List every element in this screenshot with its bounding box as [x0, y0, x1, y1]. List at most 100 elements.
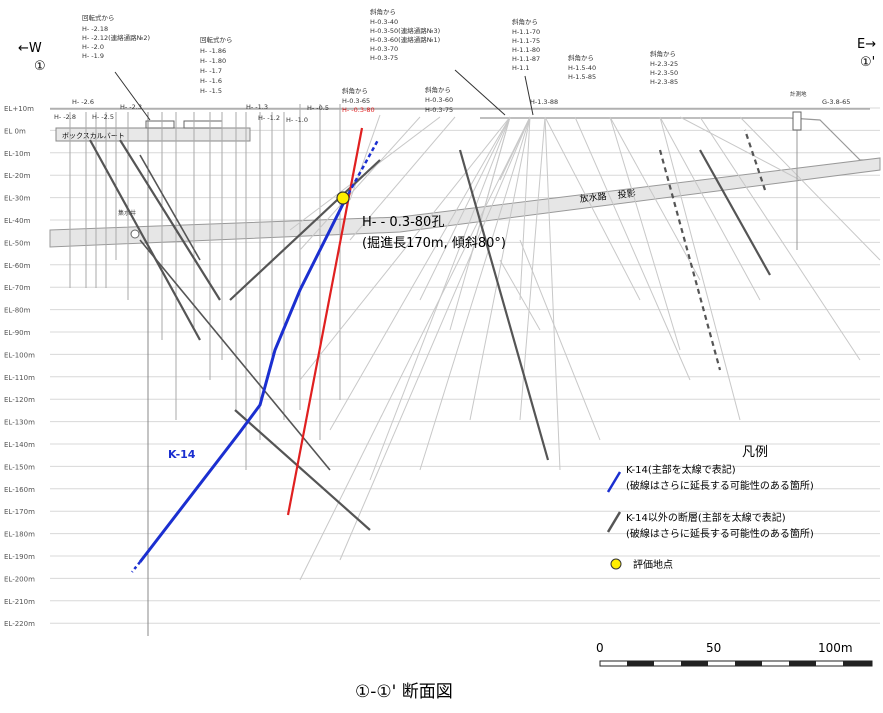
svg-text:H-2.3-50: H-2.3-50	[650, 69, 678, 77]
svg-text:H-1.3-88: H-1.3-88	[530, 98, 558, 106]
culvert-bump-1	[145, 120, 175, 129]
elevation-label: EL 0m	[4, 127, 26, 135]
pointer-group1	[114, 71, 151, 121]
svg-text:H-0.3-60(連絡通路№1): H-0.3-60(連絡通路№1)	[370, 35, 440, 44]
elevation-label: EL-20m	[4, 172, 31, 180]
legend-k14-line2: (破線はさらに延長する可能性のある箇所)	[626, 479, 814, 492]
svg-text:計測地: 計測地	[790, 90, 807, 98]
elevation-label: EL-40m	[4, 217, 31, 225]
svg-text:斜角から: 斜角から	[370, 7, 396, 16]
svg-text:H- -1.5: H- -1.5	[200, 87, 222, 95]
elevation-label: EL-90m	[4, 329, 31, 337]
west-marker: ①	[34, 59, 46, 74]
svg-text:H- -2.8: H- -2.8	[54, 113, 76, 121]
svg-text:H-1.1: H-1.1	[512, 64, 530, 72]
svg-text:H- -1.0: H- -1.0	[286, 116, 308, 124]
k14-label: K-14	[168, 448, 196, 461]
svg-text:H-0.3-75: H-0.3-75	[425, 106, 453, 114]
svg-text:回転式から: 回転式から	[82, 13, 115, 22]
box-culvert-label: ボックスカルバート	[62, 132, 125, 140]
pointer-group4	[524, 75, 534, 116]
west-direction: ←W	[18, 41, 42, 56]
svg-text:H-1.5-85: H-1.5-85	[568, 73, 596, 81]
svg-text:H- -2.3: H- -2.3	[120, 103, 142, 111]
legend-other-line2: (破線はさらに延長する可能性のある箇所)	[626, 527, 814, 540]
svg-text:H- -2.18: H- -2.18	[82, 25, 108, 33]
svg-text:H-1.1-70: H-1.1-70	[512, 28, 540, 36]
elevation-grid	[50, 107, 880, 624]
svg-text:H- -1.9: H- -1.9	[82, 52, 104, 60]
drain-well-label: 集水井	[118, 209, 136, 217]
svg-text:斜角から: 斜角から	[568, 53, 594, 62]
elevation-label: EL+10m	[4, 105, 34, 113]
elevation-label: EL-80m	[4, 307, 31, 315]
elevation-label: EL-220m	[4, 620, 35, 628]
evaluation-borehole	[286, 127, 364, 516]
k14-fault-dashed-bottom	[131, 561, 141, 573]
vertical-boreholes	[69, 104, 341, 636]
svg-text:H- -0.3-80: H- -0.3-80	[342, 106, 375, 114]
svg-text:斜角から: 斜角から	[512, 17, 538, 26]
elevation-label: EL-60m	[4, 262, 31, 270]
borehole-labels-group1: 回転式から H- -2.18 H- -2.12(連絡通路№2) H- -2.0 …	[82, 13, 150, 60]
elevation-label: EL-210m	[4, 598, 35, 606]
elevation-labels: EL+10m EL 0m EL-10m EL-20m EL-30m EL-40m EL-50…	[4, 105, 35, 628]
scale-label-100: 100m	[818, 641, 853, 655]
svg-text:H- -1.86: H- -1.86	[200, 47, 226, 55]
svg-text:H- -1.2: H- -1.2	[258, 114, 280, 122]
scale-label-0: 0	[596, 641, 604, 655]
evaluation-point-label-1: H- - 0.3-80孔	[362, 215, 445, 230]
elevation-label: EL-170m	[4, 508, 35, 516]
elevation-label: EL-130m	[4, 419, 35, 427]
svg-text:H- -1.3: H- -1.3	[246, 103, 268, 111]
svg-text:H-0.3-40: H-0.3-40	[370, 18, 398, 26]
borehole-labels-group4: 斜角から H-1.1-70 H-1.1-75 H-1.1-80 H-1.1-87…	[512, 17, 540, 72]
svg-text:H-0.3-75: H-0.3-75	[370, 54, 398, 62]
legend-point-swatch	[610, 558, 622, 570]
svg-text:H-1.1-75: H-1.1-75	[512, 37, 540, 45]
legend-point-label: 評価地点	[633, 558, 673, 571]
elevation-label: EL-50m	[4, 239, 31, 247]
legend-k14-line1: K-14(主部を太線で表記)	[626, 463, 736, 476]
projection-label: 投影	[617, 187, 636, 201]
borehole-labels-group6: 斜角から H-2.3-25 H-2.3-50 H-2.3-85	[650, 49, 678, 86]
instrument-marker	[792, 111, 802, 131]
svg-text:斜角から: 斜角から	[425, 85, 451, 94]
elevation-label: EL-70m	[4, 284, 31, 292]
legend: 凡例 K-14(主部を太線で表記) (破線はさらに延長する可能性のある箇所) K…	[606, 445, 814, 571]
svg-text:H-2.3-25: H-2.3-25	[650, 60, 678, 68]
elevation-label: EL-140m	[4, 441, 35, 449]
scale-bar: 0 50 100m	[596, 641, 873, 667]
borehole-labels-group8: 斜角から H-0.3-60 H-0.3-75	[425, 85, 453, 114]
legend-other-line1: K-14以外の断層(主部を太線で表記)	[626, 511, 786, 524]
borehole-labels-group2: 回転式から H- -1.86 H- -1.80 H- -1.7 H- -1.6 …	[200, 35, 233, 95]
figure-title: ①-①' 断面図	[355, 682, 453, 702]
elevation-label: EL-160m	[4, 486, 35, 494]
legend-other-swatch	[606, 511, 622, 533]
evaluation-point-label-2: (掘進長170m, 傾斜80°)	[362, 236, 506, 251]
svg-text:H- -0.5: H- -0.5	[307, 104, 329, 112]
scale-label-50: 50	[706, 641, 721, 655]
elevation-label: EL-190m	[4, 553, 35, 561]
svg-text:H-2.3-85: H-2.3-85	[650, 78, 678, 86]
elevation-label: EL-120m	[4, 396, 35, 404]
east-marker: ①'	[860, 55, 875, 70]
elevation-label: EL-180m	[4, 531, 35, 539]
other-faults	[89, 129, 771, 531]
borehole-labels-group5: 斜角から H-1.5-40 H-1.5-85	[568, 53, 596, 81]
culvert-bump-2	[183, 120, 223, 129]
k14-fault-main	[138, 199, 347, 563]
svg-text:回転式から: 回転式から	[200, 35, 233, 44]
borehole-labels-ground: H- -2.6 H- -2.3 H- -2.8 H- -2.5 H- -1.3 …	[54, 90, 850, 124]
svg-text:H- -1.80: H- -1.80	[200, 57, 226, 65]
drain-well-marker	[130, 229, 140, 239]
svg-text:H- -1.6: H- -1.6	[200, 77, 222, 85]
svg-text:H- -1.7: H- -1.7	[200, 67, 222, 75]
borehole-labels-group3: 斜角から H-0.3-40 H-0.3-50(連絡通路№3) H-0.3-60(…	[370, 7, 440, 62]
waterway-band	[49, 157, 881, 248]
elevation-label: EL-200m	[4, 575, 35, 583]
waterway-label: 放水路	[579, 190, 607, 205]
svg-text:H- -2.0: H- -2.0	[82, 43, 104, 51]
svg-text:斜角から: 斜角から	[342, 86, 368, 95]
terrain-profile	[480, 117, 880, 161]
